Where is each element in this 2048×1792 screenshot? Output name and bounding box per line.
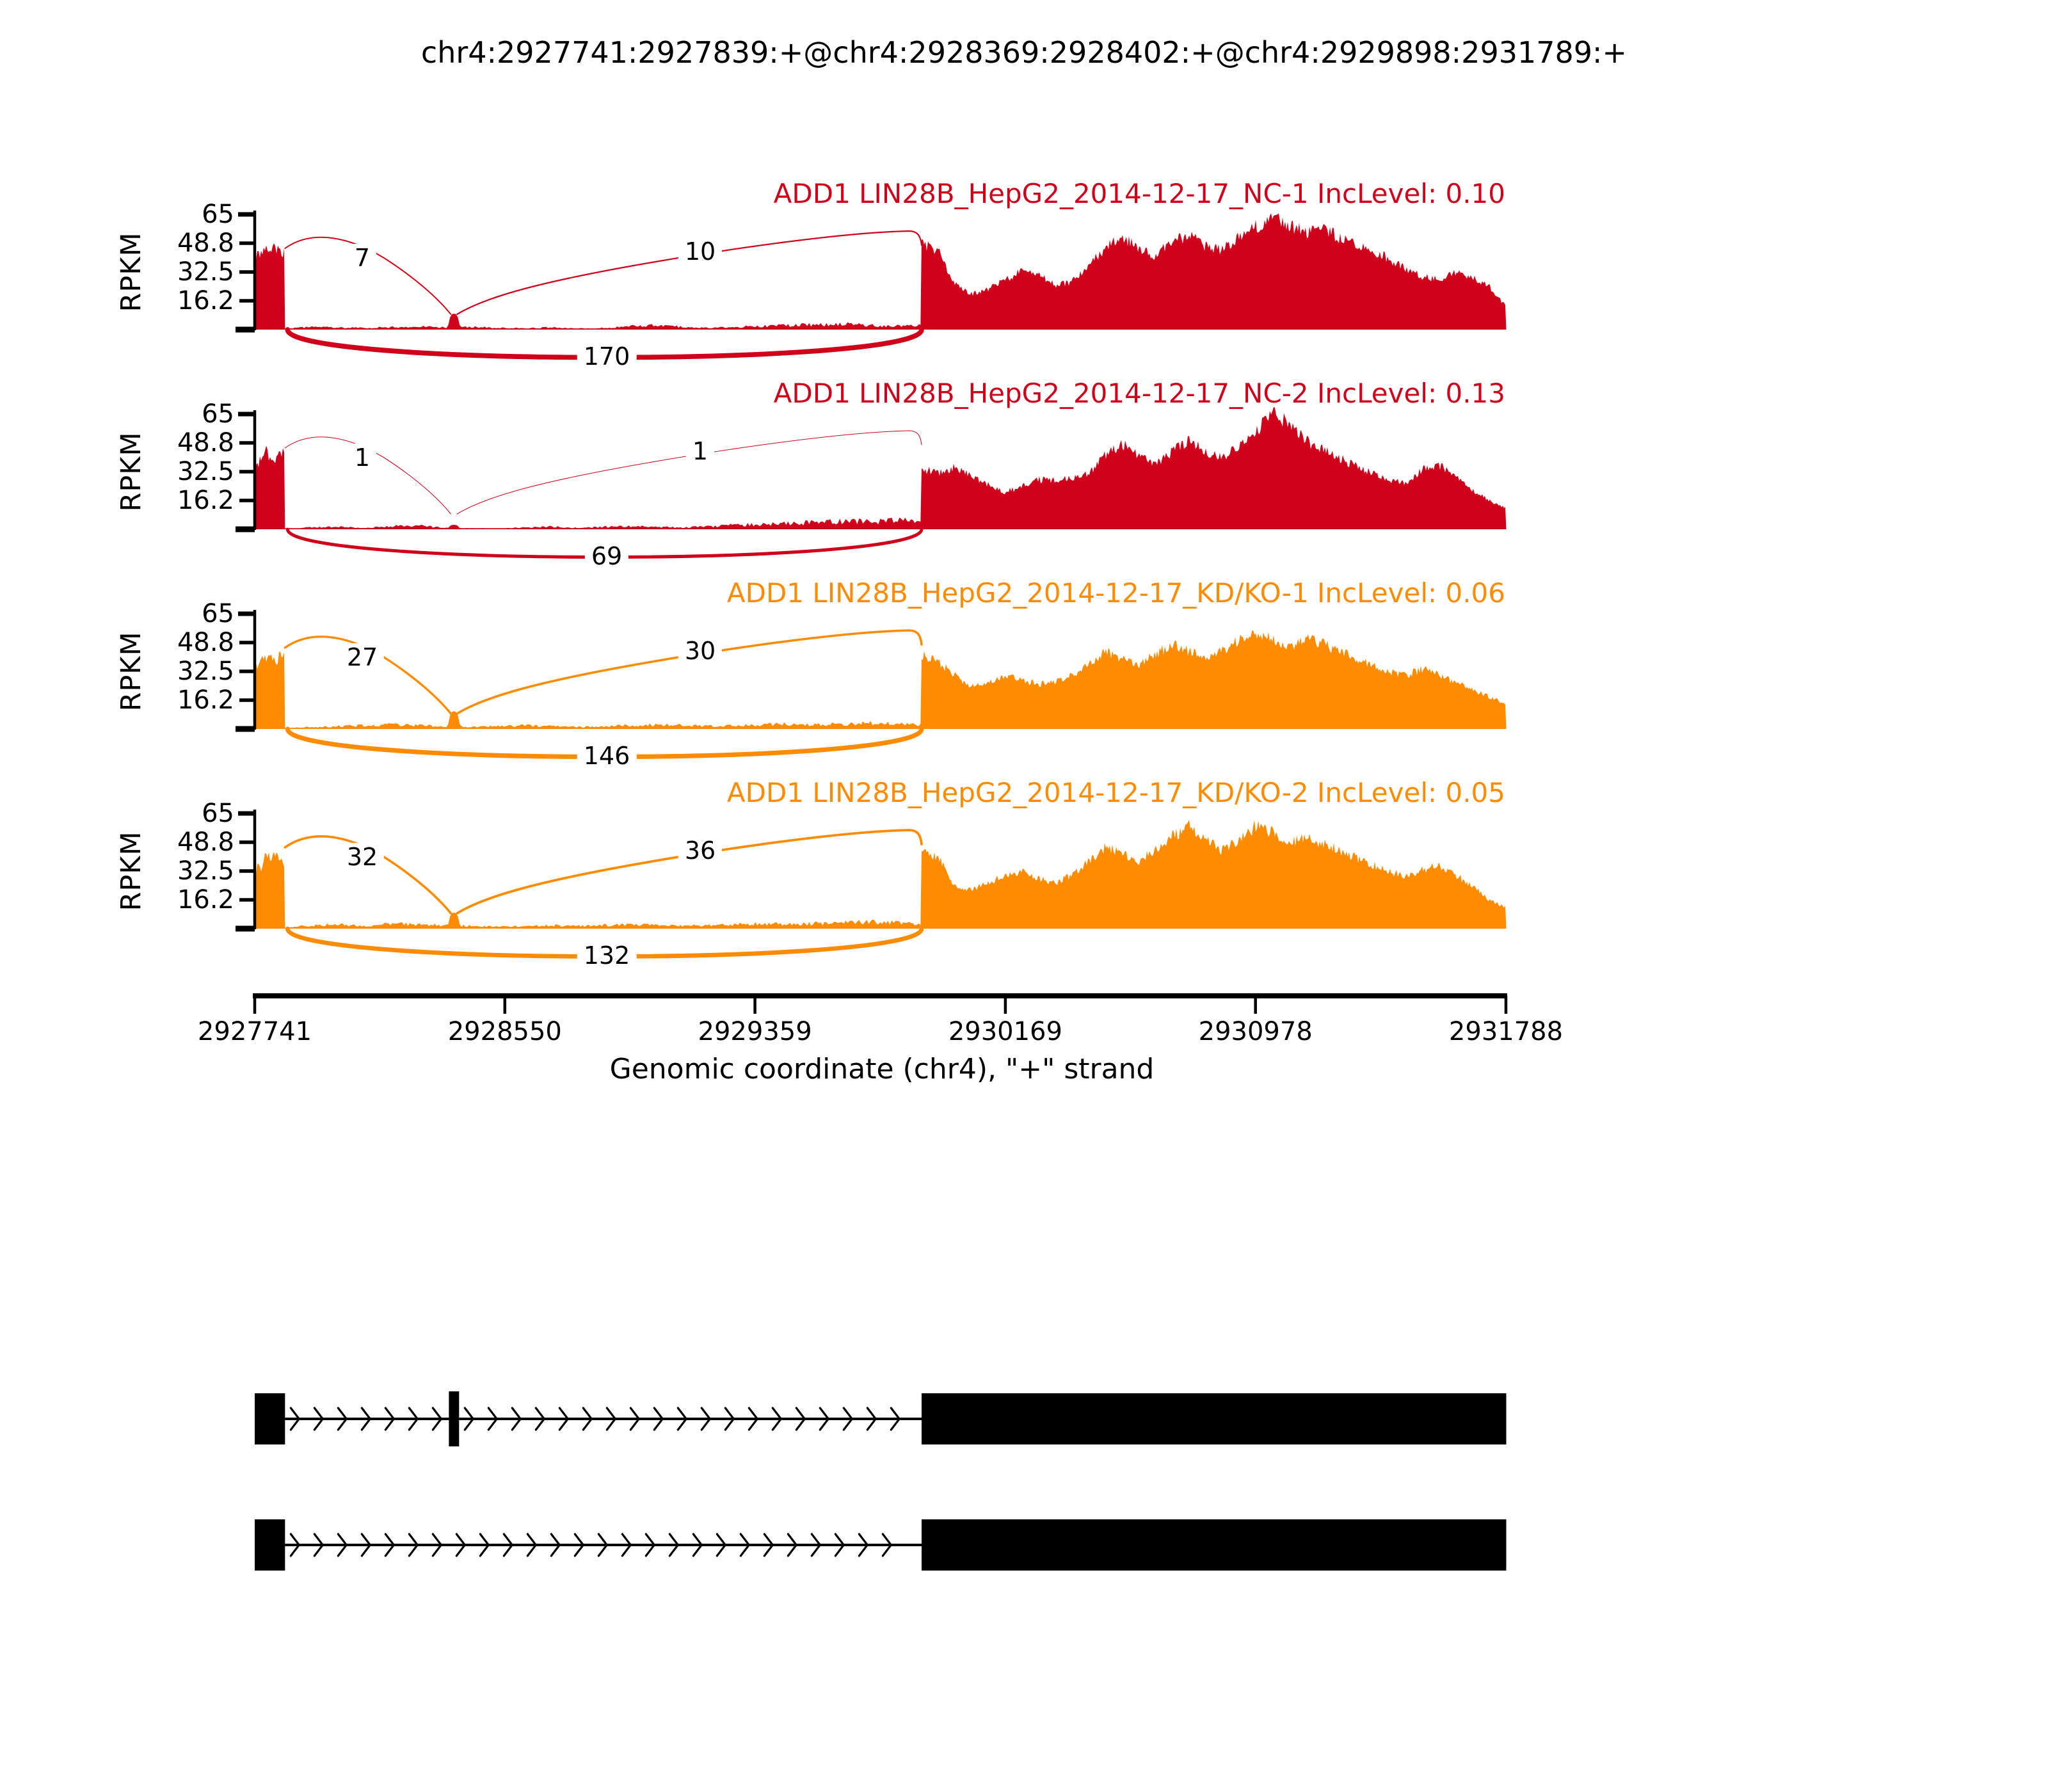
strand-arrow-icon bbox=[360, 1407, 372, 1431]
x-axis bbox=[253, 993, 1508, 1014]
strand-arrow-icon bbox=[739, 1533, 751, 1557]
strand-arrow-icon bbox=[582, 1407, 593, 1431]
strand-arrow-icon bbox=[431, 1407, 443, 1431]
strand-arrow-icon bbox=[692, 1533, 703, 1557]
strand-arrow-icon bbox=[748, 1407, 759, 1431]
strand-arrow-icon bbox=[866, 1407, 877, 1431]
strand-arrow-icon bbox=[629, 1407, 641, 1431]
exon-box bbox=[449, 1391, 460, 1446]
track-1-graphics bbox=[236, 211, 1507, 360]
isoform-1-model bbox=[255, 1391, 1507, 1446]
strand-arrow-icon bbox=[573, 1533, 585, 1557]
track-2-graphics bbox=[236, 407, 1507, 559]
junction-arc-3 bbox=[285, 327, 924, 360]
isoform-2-model bbox=[255, 1519, 1507, 1571]
strand-arrow-icon bbox=[534, 1407, 546, 1431]
junction-arc-2 bbox=[456, 430, 922, 515]
strand-arrow-icon bbox=[810, 1533, 822, 1557]
strand-arrow-icon bbox=[795, 1407, 806, 1431]
strand-arrow-icon bbox=[858, 1533, 869, 1557]
strand-arrow-icon bbox=[384, 1533, 396, 1557]
exon-box bbox=[921, 1393, 1507, 1444]
strand-arrow-icon bbox=[550, 1533, 561, 1557]
strand-arrow-icon bbox=[787, 1533, 798, 1557]
junction-arc-2 bbox=[456, 629, 923, 715]
junction-arc-2 bbox=[456, 829, 923, 915]
strand-arrow-icon bbox=[384, 1407, 396, 1431]
strand-arrow-icon bbox=[881, 1533, 893, 1557]
junction-arc-2 bbox=[456, 230, 923, 316]
coverage-area bbox=[255, 820, 1507, 929]
track-3-graphics bbox=[236, 610, 1507, 760]
strand-arrow-icon bbox=[408, 1407, 419, 1431]
strand-arrow-icon bbox=[337, 1407, 348, 1431]
strand-arrow-icon bbox=[676, 1407, 688, 1431]
exon-box bbox=[255, 1519, 285, 1571]
strand-arrow-icon bbox=[313, 1533, 324, 1557]
strand-arrow-icon bbox=[526, 1533, 538, 1557]
strand-arrow-icon bbox=[431, 1533, 443, 1557]
coverage-area bbox=[255, 407, 1507, 529]
strand-arrow-icon bbox=[668, 1533, 680, 1557]
strand-arrow-icon bbox=[408, 1533, 419, 1557]
strand-arrow-icon bbox=[890, 1407, 901, 1431]
strand-arrow-icon bbox=[621, 1533, 632, 1557]
strand-arrow-icon bbox=[819, 1407, 830, 1431]
strand-arrow-icon bbox=[605, 1407, 617, 1431]
junction-arc-1 bbox=[284, 636, 452, 715]
strand-arrow-icon bbox=[337, 1533, 348, 1557]
junction-arc-1 bbox=[284, 236, 452, 315]
junction-arc-1 bbox=[284, 835, 452, 915]
strand-arrow-icon bbox=[502, 1533, 514, 1557]
junction-arc-3 bbox=[285, 527, 924, 559]
strand-arrow-icon bbox=[463, 1407, 475, 1431]
junction-arc-1 bbox=[284, 436, 451, 515]
strand-arrow-icon bbox=[597, 1533, 609, 1557]
strand-arrow-icon bbox=[644, 1533, 656, 1557]
strand-arrow-icon bbox=[487, 1407, 499, 1431]
strand-arrow-icon bbox=[653, 1407, 664, 1431]
strand-arrow-icon bbox=[716, 1533, 727, 1557]
junction-arc-3 bbox=[285, 926, 924, 959]
strand-arrow-icon bbox=[479, 1533, 490, 1557]
strand-arrow-icon bbox=[842, 1407, 854, 1431]
exon-box bbox=[921, 1519, 1507, 1571]
strand-arrow-icon bbox=[511, 1407, 522, 1431]
strand-arrow-icon bbox=[455, 1533, 467, 1557]
strand-arrow-icon bbox=[558, 1407, 570, 1431]
strand-arrow-icon bbox=[360, 1533, 372, 1557]
junction-arc-3 bbox=[285, 726, 924, 760]
strand-arrow-icon bbox=[724, 1407, 735, 1431]
coverage-area bbox=[255, 213, 1507, 330]
track-4-graphics bbox=[236, 810, 1507, 959]
strand-arrow-icon bbox=[289, 1407, 301, 1431]
strand-arrow-icon bbox=[771, 1407, 783, 1431]
coverage-area bbox=[255, 630, 1507, 729]
strand-arrow-icon bbox=[834, 1533, 845, 1557]
exon-box bbox=[255, 1393, 285, 1444]
strand-arrow-icon bbox=[313, 1407, 324, 1431]
strand-arrow-icon bbox=[700, 1407, 712, 1431]
strand-arrow-icon bbox=[289, 1533, 301, 1557]
strand-arrow-icon bbox=[763, 1533, 774, 1557]
